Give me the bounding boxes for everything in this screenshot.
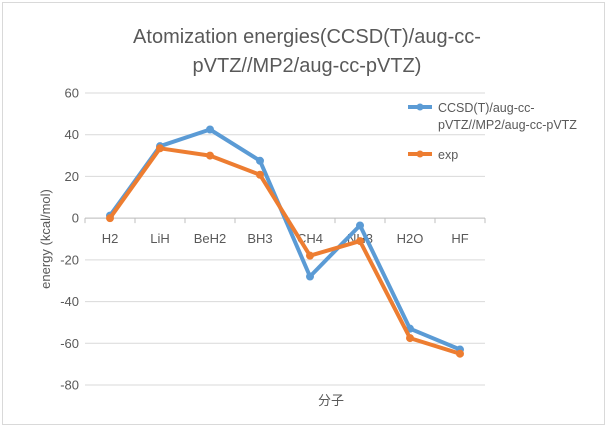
y-tick-label-7: -80 (60, 378, 79, 393)
x-tick-label-HF: HF (451, 231, 468, 246)
series-1-point-NH3 (356, 237, 364, 246)
x-tick-label-LiH: LiH (150, 231, 170, 246)
legend-label-0-line-1: CCSD(T)/aug-cc- (438, 101, 535, 115)
y-tick-label-0: 60 (65, 86, 79, 101)
series-1-point-CH4 (306, 251, 314, 260)
y-tick-label-2: 20 (65, 169, 79, 184)
x-tick-label-H2: H2 (102, 231, 119, 246)
chart-title-line-2: pVTZ//MP2/aug-cc-pVTZ) (193, 55, 422, 77)
chart-area[interactable]: Atomization energies(CCSD(T)/aug-cc-pVTZ… (2, 2, 605, 425)
legend-marker-1 (416, 150, 424, 158)
y-tick-label-1: 40 (65, 127, 79, 142)
series-0-point-NH3 (356, 221, 364, 230)
y-axis-title: energy (kcal/mol) (38, 189, 53, 289)
chart-title-line-1: Atomization energies(CCSD(T)/aug-cc- (133, 26, 481, 48)
y-tick-label-3: 0 (72, 211, 79, 226)
series-1-point-H2O (406, 334, 414, 343)
x-tick-label-BeH2: BeH2 (194, 231, 227, 246)
legend-marker-0 (416, 103, 424, 111)
series-1-point-H2 (106, 214, 114, 223)
series-1-point-HF (456, 349, 464, 358)
x-tick-label-BH3: BH3 (247, 231, 272, 246)
x-tick-label-H2O: H2O (397, 231, 424, 246)
y-tick-label-5: -40 (60, 294, 79, 309)
chart-svg: Atomization energies(CCSD(T)/aug-cc-pVTZ… (38, 26, 577, 408)
series-1-point-BeH2 (206, 151, 214, 160)
y-tick-label-4: -20 (60, 252, 79, 267)
series-0-point-CH4 (306, 272, 314, 281)
series-0-point-BeH2 (206, 125, 214, 134)
series-0-point-BH3 (256, 156, 264, 165)
x-axis-title: 分子 (318, 393, 344, 408)
legend-label-0-line-2: pVTZ//MP2/aug-cc-pVTZ (438, 118, 577, 132)
series-1-point-BH3 (256, 170, 264, 179)
y-tick-label-6: -60 (60, 336, 79, 351)
series-line-1 (108, 146, 462, 356)
series-1-point-LiH (156, 144, 164, 153)
legend-label-1-line-1: exp (438, 148, 458, 162)
